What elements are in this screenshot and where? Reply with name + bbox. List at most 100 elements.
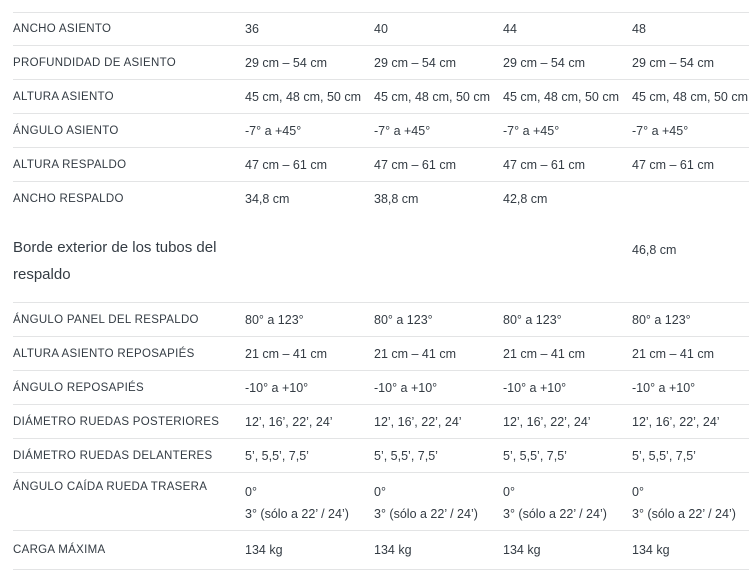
cell-value-line: 45 cm, 48 cm, 50 cm (374, 89, 491, 104)
cell-value-line: 5’, 5,5’, 7,5’ (503, 448, 567, 463)
cell-value: 29 cm – 54 cm (374, 52, 503, 74)
cell-value: 44 (503, 18, 632, 40)
cell-value-line: 42,8 cm (503, 192, 548, 206)
cell-value-line: -10° a +10° (503, 380, 567, 395)
cell-value-line: 5’, 5,5’, 7,5’ (632, 448, 696, 463)
cell-value-line: 80° a 123° (245, 312, 304, 327)
cell-value-line: 48 (632, 22, 646, 36)
cell-value-line: -7° a +45° (245, 123, 302, 138)
cell-value: 42,8 cm (503, 188, 632, 210)
cell-value: 80° a 123° (503, 309, 632, 331)
cell-value-line: 45 cm, 48 cm, 50 cm (245, 89, 362, 104)
cell-value-line: -10° a +10° (245, 380, 309, 395)
cell-value-line: 47 cm – 61 cm (245, 157, 327, 172)
row-label: ÁNGULO REPOSAPIÉS (13, 381, 144, 394)
cell-value: 134 kg (245, 539, 374, 561)
table-row: ANCHO ASIENTO 36 40 44 48 (13, 13, 749, 46)
cell-value-line: 5’, 5,5’, 7,5’ (374, 448, 438, 463)
cell-value: 12’, 16’, 22’, 24’ (245, 411, 374, 433)
cell-value: 45 cm, 48 cm, 50 cm (374, 86, 503, 108)
cell-value: 134 kg (503, 539, 632, 561)
cell-value: 5’, 5,5’, 7,5’ (503, 445, 632, 467)
cell-value-line: 29 cm – 54 cm (245, 55, 327, 70)
cell-value-line: -7° a +45° (374, 123, 431, 138)
table-row: ÁNGULO CAÍDA RUEDA TRASERA 0° 3° (sólo a 2… (13, 473, 749, 531)
cell-value-line: 12’, 16’, 22’, 24’ (632, 414, 720, 429)
cell-value-line: 21 cm – 41 cm (245, 346, 327, 361)
cell-value: 46,8 cm (632, 230, 749, 261)
row-label: ÁNGULO ASIENTO (13, 124, 119, 137)
table-row: ÁNGULO REPOSAPIÉS -10° a +10° -10° a +10° -… (13, 371, 749, 405)
row-label: DIÁMETRO RUEDAS POSTERIORES (13, 415, 220, 428)
cell-value: 80° a 123° (374, 309, 503, 331)
cell-value-line: 21 cm – 41 cm (632, 346, 714, 361)
cell-value: 47 cm – 61 cm (632, 154, 749, 176)
cell-value: 47 cm – 61 cm (245, 154, 374, 176)
cell-value: 0° 3° (sólo a 22’ / 24’) (503, 481, 632, 525)
cell-value: -10° a +10° (632, 377, 749, 399)
cell-value-line: 40 (374, 22, 388, 36)
cell-value-line: 3° (sólo a 22’ / 24’) (374, 507, 478, 521)
cell-value-line: 80° a 123° (632, 312, 691, 327)
cell-value-line: 34,8 cm (245, 192, 290, 206)
row-label: ANCHO RESPALDO (13, 193, 124, 205)
table-row: ALTURA ASIENTO 45 cm, 48 cm, 50 cm 45 cm, … (13, 80, 749, 114)
cell-value-line: 21 cm – 41 cm (374, 346, 456, 361)
table-row: CARGA MÁXIMA 134 kg 134 kg 134 kg 134 kg (13, 531, 749, 570)
cell-value: 134 kg (632, 539, 749, 561)
cell-value-line: 47 cm – 61 cm (632, 157, 714, 172)
cell-value: 134 kg (374, 539, 503, 561)
table-row: DIÁMETRO RUEDAS DELANTERES 5’, 5,5’, 7,5’… (13, 439, 749, 473)
cell-value-line: 44 (503, 22, 517, 36)
cell-value-line: -7° a +45° (503, 123, 560, 138)
cell-value (374, 230, 503, 239)
cell-value-line: 45 cm, 48 cm, 50 cm (632, 89, 749, 104)
cell-value-line: 5’, 5,5’, 7,5’ (245, 448, 309, 463)
row-label: ÁNGULO PANEL DEL RESPALDO (13, 313, 199, 326)
table-row: ALTURA ASIENTO REPOSAPIÉS 21 cm – 41 cm 21… (13, 337, 749, 371)
table-row: ÁNGULO ASIENTO -7° a +45° -7° a +45° -7° a … (13, 114, 749, 148)
cell-value: 80° a 123° (632, 309, 749, 331)
row-label: ANCHO ASIENTO (13, 23, 112, 35)
cell-value: 45 cm, 48 cm, 50 cm (632, 86, 749, 108)
cell-value-line: 21 cm – 41 cm (503, 346, 585, 361)
cell-value-line: 3° (sólo a 22’ / 24’) (245, 507, 349, 521)
cell-value-line: 0° (245, 485, 257, 499)
cell-value-line: 12’, 16’, 22’, 24’ (245, 414, 333, 429)
cell-value-line: 134 kg (245, 543, 283, 557)
cell-value-line: 47 cm – 61 cm (374, 157, 456, 172)
cell-value-line: 12’, 16’, 22’, 24’ (503, 414, 591, 429)
cell-value (245, 230, 374, 239)
cell-value: -10° a +10° (245, 377, 374, 399)
cell-value: 5’, 5,5’, 7,5’ (374, 445, 503, 467)
cell-value-line: 80° a 123° (503, 312, 562, 327)
cell-value-line: 3° (sólo a 22’ / 24’) (632, 507, 736, 521)
cell-value: 0° 3° (sólo a 22’ / 24’) (632, 481, 749, 525)
row-label: CARGA MÁXIMA (13, 544, 106, 556)
cell-value: -7° a +45° (245, 120, 374, 142)
cell-value: -10° a +10° (374, 377, 503, 399)
cell-value-line: 134 kg (632, 543, 670, 557)
cell-value-line: 38,8 cm (374, 192, 419, 206)
spec-table: ANCHO ASIENTO 36 40 44 48 PROFUNDIDAD DE ASIE… (13, 12, 749, 570)
row-label: PROFUNDIDAD DE ASIENTO (13, 56, 176, 69)
cell-value-line: -10° a +10° (374, 380, 438, 395)
cell-value: 0° 3° (sólo a 22’ / 24’) (245, 481, 374, 525)
cell-value-line: 29 cm – 54 cm (632, 55, 714, 70)
cell-value: 45 cm, 48 cm, 50 cm (503, 86, 632, 108)
cell-value-line: 47 cm – 61 cm (503, 157, 585, 172)
cell-value: 34,8 cm (245, 188, 374, 210)
cell-value-line: 12’, 16’, 22’, 24’ (374, 414, 462, 429)
cell-value-line: -7° a +45° (632, 123, 689, 138)
cell-value: 21 cm – 41 cm (374, 343, 503, 365)
cell-value: 48 (632, 18, 749, 40)
table-row: ÁNGULO PANEL DEL RESPALDO 80° a 123° 80° a… (13, 303, 749, 337)
cell-value-line: 46,8 cm (632, 243, 677, 257)
cell-value: 80° a 123° (245, 309, 374, 331)
cell-value: 47 cm – 61 cm (503, 154, 632, 176)
cell-value-line: 0° (503, 485, 515, 499)
cell-value-line: 80° a 123° (374, 312, 433, 327)
row-label: ALTURA ASIENTO REPOSAPIÉS (13, 347, 195, 360)
table-row: Borde exterior de los tubos del respaldo… (13, 216, 749, 303)
